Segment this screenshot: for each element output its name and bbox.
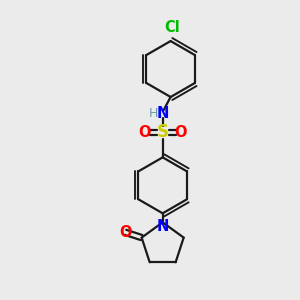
Text: N: N [157, 219, 169, 234]
Text: O: O [175, 125, 187, 140]
Text: Cl: Cl [164, 20, 180, 34]
Text: O: O [138, 125, 151, 140]
Text: O: O [119, 225, 132, 240]
Text: H: H [148, 107, 158, 120]
Text: N: N [157, 106, 169, 121]
Text: S: S [157, 123, 169, 141]
